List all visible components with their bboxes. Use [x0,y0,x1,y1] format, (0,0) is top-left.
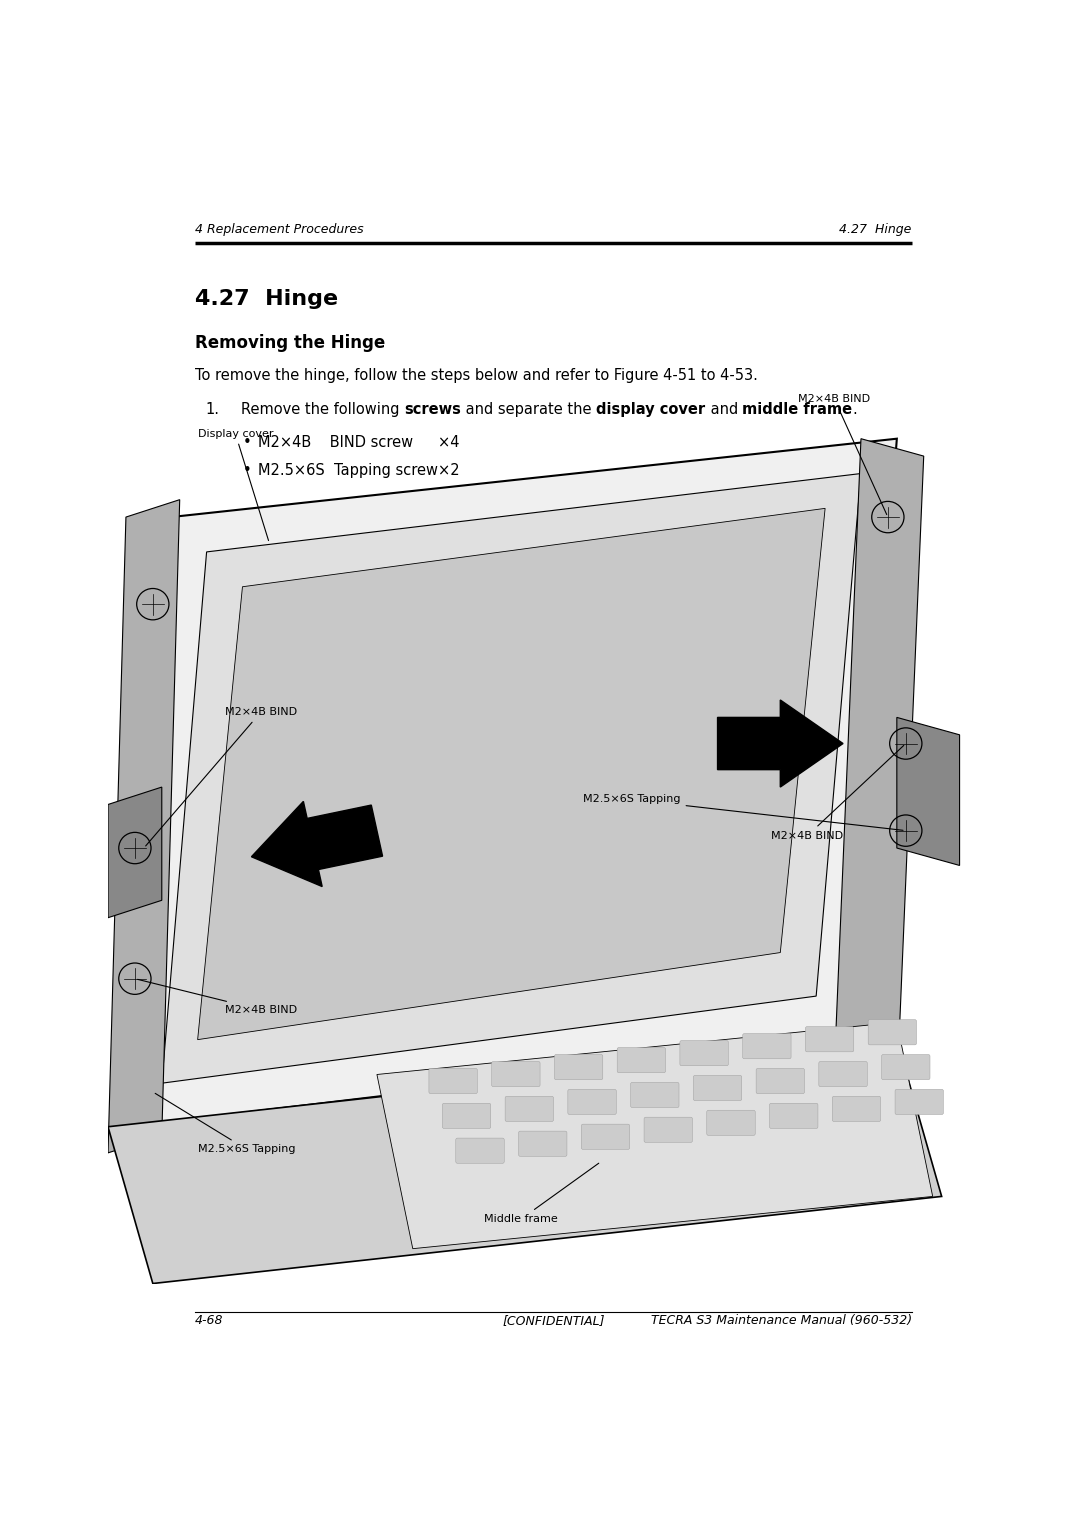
Text: screws: screws [404,402,461,417]
FancyBboxPatch shape [617,1048,665,1073]
FancyArrow shape [717,700,843,787]
Text: M2×4B    BIND screw: M2×4B BIND screw [258,435,414,451]
Polygon shape [108,1039,942,1284]
FancyBboxPatch shape [631,1082,679,1108]
Text: •: • [243,463,252,478]
FancyBboxPatch shape [581,1125,630,1149]
Text: M2×4B BIND: M2×4B BIND [771,746,904,840]
FancyBboxPatch shape [456,1138,504,1163]
Text: Display cover: Display cover [198,429,273,541]
Text: M2.5×6S Tapping: M2.5×6S Tapping [156,1094,295,1154]
FancyBboxPatch shape [770,1103,818,1129]
FancyBboxPatch shape [806,1027,854,1051]
FancyBboxPatch shape [756,1068,805,1094]
Text: •: • [243,435,252,451]
FancyBboxPatch shape [491,1062,540,1086]
Text: 4 Replacement Procedures: 4 Replacement Procedures [195,223,364,235]
Text: ×2: ×2 [438,463,460,478]
FancyBboxPatch shape [743,1033,791,1059]
FancyBboxPatch shape [644,1117,692,1143]
FancyBboxPatch shape [819,1062,867,1086]
Text: Figure 4-51   separating the display cover and middle frame: Figure 4-51 separating the display cover… [345,1186,762,1199]
Text: 1.: 1. [205,402,219,417]
Text: 4.27  Hinge: 4.27 Hinge [839,223,912,235]
Text: M2.5×6S Tapping: M2.5×6S Tapping [583,795,903,830]
Text: and separate the: and separate the [461,402,596,417]
Polygon shape [198,509,825,1039]
FancyArrow shape [252,801,382,886]
Text: Removing the Hinge: Removing the Hinge [195,335,386,351]
Text: M2×4B BIND: M2×4B BIND [137,979,297,1015]
FancyBboxPatch shape [429,1068,477,1094]
FancyBboxPatch shape [881,1054,930,1080]
FancyBboxPatch shape [868,1019,917,1045]
Polygon shape [162,474,861,1083]
Text: display cover: display cover [596,402,705,417]
FancyBboxPatch shape [505,1096,554,1122]
Text: Middle frame: Middle frame [485,1163,598,1224]
Text: .: . [852,402,858,417]
Text: M2×4B BIND: M2×4B BIND [798,394,887,515]
Text: middle frame: middle frame [742,402,852,417]
Polygon shape [108,500,179,1152]
FancyBboxPatch shape [680,1041,728,1067]
FancyBboxPatch shape [895,1089,944,1114]
Polygon shape [126,439,896,1126]
FancyBboxPatch shape [568,1089,617,1114]
Polygon shape [377,1022,933,1248]
Text: 4-68: 4-68 [195,1314,224,1326]
Text: ×4: ×4 [438,435,459,451]
FancyBboxPatch shape [833,1096,880,1122]
Text: M2.5×6S  Tapping screw: M2.5×6S Tapping screw [258,463,438,478]
Text: TECRA S3 Maintenance Manual (960-532): TECRA S3 Maintenance Manual (960-532) [650,1314,912,1326]
FancyBboxPatch shape [518,1131,567,1157]
Polygon shape [108,787,162,918]
FancyBboxPatch shape [693,1076,742,1100]
Text: and: and [705,402,742,417]
Polygon shape [896,717,960,865]
FancyBboxPatch shape [443,1103,490,1129]
Polygon shape [834,439,923,1093]
FancyBboxPatch shape [706,1111,755,1135]
Text: M2×4B BIND: M2×4B BIND [146,707,297,847]
Text: 4.27  Hinge: 4.27 Hinge [195,289,338,309]
FancyBboxPatch shape [554,1054,603,1080]
Text: Remove the following: Remove the following [241,402,404,417]
Text: [CONFIDENTIAL]: [CONFIDENTIAL] [502,1314,605,1326]
Text: To remove the hinge, follow the steps below and refer to Figure 4-51 to 4-53.: To remove the hinge, follow the steps be… [195,368,758,384]
